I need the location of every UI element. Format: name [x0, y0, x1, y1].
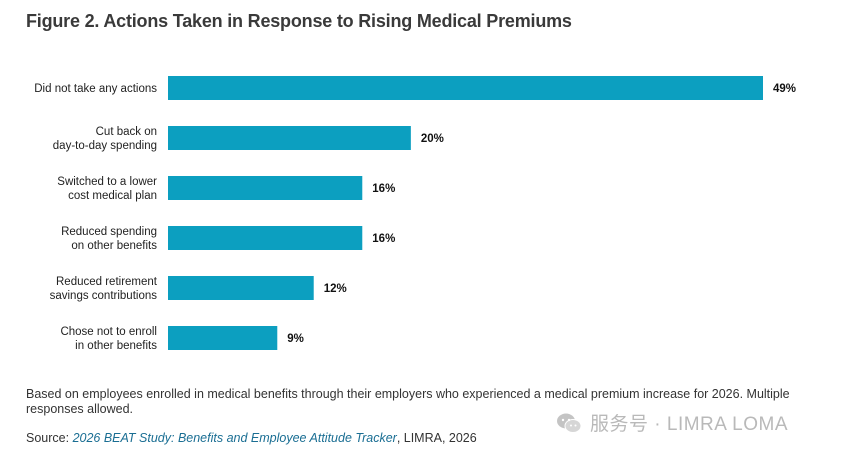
- source-suffix: , LIMRA, 2026: [396, 431, 477, 445]
- category-label-1: Cut back on day-to-day spending: [53, 126, 157, 152]
- bar-0: [168, 76, 763, 100]
- source-prefix: Source:: [26, 431, 73, 445]
- chart-title: Figure 2. Actions Taken in Response to R…: [26, 11, 572, 31]
- bar-1: [168, 126, 411, 150]
- watermark: 服务号 · LIMRA LOMA: [556, 409, 788, 436]
- category-label-0: Did not take any actions: [34, 83, 157, 95]
- value-label-4: 12%: [324, 283, 347, 295]
- source-title: 2026 BEAT Study: Benefits and Employee A…: [72, 431, 397, 445]
- value-label-5: 9%: [287, 333, 304, 345]
- bar-2: [168, 176, 363, 200]
- bar-3: [168, 226, 363, 250]
- bar-5: [168, 326, 278, 350]
- category-label-2: Switched to a lower cost medical plan: [57, 176, 157, 202]
- watermark-text: 服务号 · LIMRA LOMA: [590, 414, 789, 435]
- category-label-3: Reduced spending on other benefits: [61, 226, 157, 252]
- wechat-logo-icon: [557, 413, 582, 433]
- chart-note: Based on employees enrolled in medical b…: [26, 387, 790, 416]
- value-label-2: 16%: [372, 183, 395, 195]
- value-label-3: 16%: [372, 233, 395, 245]
- category-label-4: Reduced retirement savings contributions: [50, 276, 158, 302]
- category-label-5: Chose not to enroll in other benefits: [60, 326, 157, 352]
- bar-4: [168, 276, 314, 300]
- value-label-0: 49%: [773, 83, 796, 95]
- bar-chart: 49% Did not take any actions 20% Cut back o…: [34, 76, 796, 352]
- value-label-1: 20%: [421, 133, 444, 145]
- source-line: Source: 2026 BEAT Study: Benefits and Em…: [26, 431, 477, 445]
